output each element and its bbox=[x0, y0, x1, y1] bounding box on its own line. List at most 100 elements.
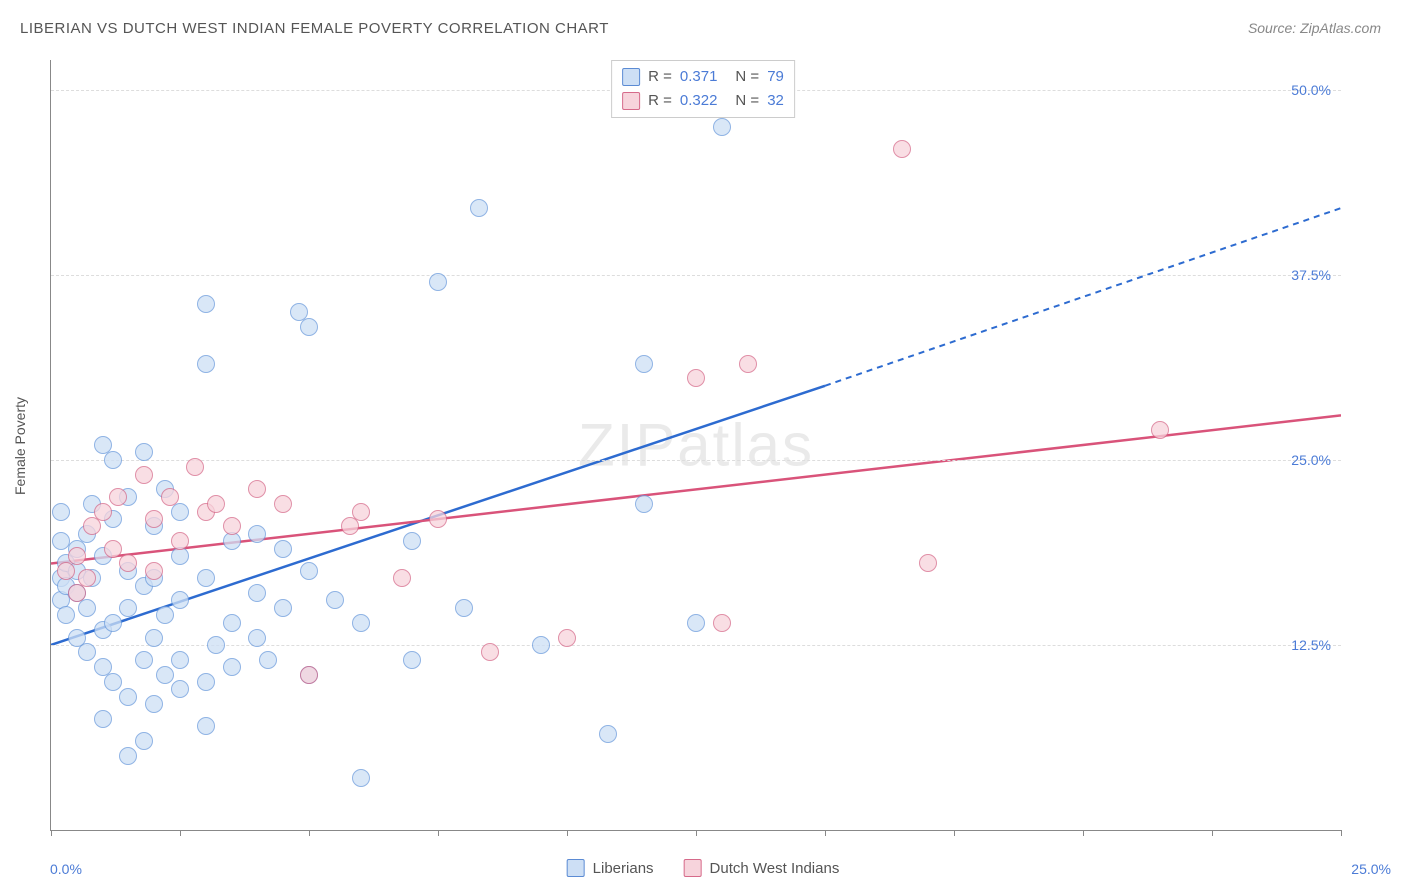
scatter-point bbox=[300, 666, 318, 684]
watermark: ZIPatlas bbox=[578, 411, 814, 480]
scatter-point bbox=[78, 599, 96, 617]
gridline bbox=[51, 460, 1341, 461]
stat-N-label-2: N = bbox=[735, 89, 759, 113]
ytick-label: 50.0% bbox=[1291, 82, 1331, 98]
scatter-point bbox=[429, 273, 447, 291]
scatter-point bbox=[135, 651, 153, 669]
scatter-point bbox=[558, 629, 576, 647]
scatter-point bbox=[635, 495, 653, 513]
scatter-point bbox=[119, 599, 137, 617]
scatter-point bbox=[248, 480, 266, 498]
scatter-point bbox=[274, 495, 292, 513]
scatter-point bbox=[119, 688, 137, 706]
scatter-point bbox=[78, 643, 96, 661]
xtick bbox=[438, 830, 439, 836]
stat-N-value-1: 79 bbox=[767, 65, 784, 89]
legend-label-2: Dutch West Indians bbox=[710, 860, 840, 877]
scatter-point bbox=[687, 614, 705, 632]
scatter-point bbox=[470, 199, 488, 217]
scatter-point bbox=[171, 532, 189, 550]
scatter-point bbox=[156, 666, 174, 684]
scatter-point bbox=[352, 769, 370, 787]
scatter-point bbox=[713, 118, 731, 136]
scatter-point bbox=[145, 510, 163, 528]
scatter-point bbox=[223, 614, 241, 632]
scatter-point bbox=[109, 488, 127, 506]
scatter-point bbox=[94, 710, 112, 728]
scatter-point bbox=[104, 540, 122, 558]
xtick bbox=[1341, 830, 1342, 836]
scatter-point bbox=[78, 569, 96, 587]
scatter-point bbox=[1151, 421, 1169, 439]
scatter-point bbox=[68, 547, 86, 565]
scatter-point bbox=[145, 695, 163, 713]
scatter-point bbox=[104, 673, 122, 691]
watermark-bold: ZIP bbox=[578, 412, 677, 479]
xtick bbox=[51, 830, 52, 836]
scatter-point bbox=[197, 569, 215, 587]
scatter-point bbox=[135, 732, 153, 750]
scatter-point bbox=[83, 517, 101, 535]
plot-area: ZIPatlas 12.5%25.0%37.5%50.0% bbox=[50, 60, 1341, 831]
scatter-point bbox=[532, 636, 550, 654]
stat-R-label: R = bbox=[648, 65, 672, 89]
swatch-blue-icon bbox=[567, 859, 585, 877]
scatter-point bbox=[171, 651, 189, 669]
ytick-label: 37.5% bbox=[1291, 267, 1331, 283]
scatter-point bbox=[403, 532, 421, 550]
xtick bbox=[567, 830, 568, 836]
scatter-point bbox=[207, 495, 225, 513]
scatter-point bbox=[135, 466, 153, 484]
scatter-point bbox=[104, 614, 122, 632]
scatter-point bbox=[300, 562, 318, 580]
legend-item-1: Liberians bbox=[567, 859, 654, 877]
scatter-point bbox=[326, 591, 344, 609]
scatter-point bbox=[635, 355, 653, 373]
scatter-point bbox=[197, 355, 215, 373]
scatter-point bbox=[274, 540, 292, 558]
xtick bbox=[1083, 830, 1084, 836]
scatter-point bbox=[248, 584, 266, 602]
scatter-point bbox=[300, 318, 318, 336]
scatter-point bbox=[599, 725, 617, 743]
stat-R-value-2: 0.322 bbox=[680, 89, 718, 113]
scatter-point bbox=[145, 562, 163, 580]
xtick bbox=[180, 830, 181, 836]
stats-row-series2: R = 0.322 N = 32 bbox=[622, 89, 784, 113]
scatter-point bbox=[197, 295, 215, 313]
scatter-point bbox=[893, 140, 911, 158]
swatch-blue-icon bbox=[622, 68, 640, 86]
scatter-point bbox=[156, 606, 174, 624]
scatter-point bbox=[171, 680, 189, 698]
scatter-point bbox=[57, 606, 75, 624]
scatter-point bbox=[119, 554, 137, 572]
scatter-point bbox=[68, 584, 86, 602]
legend-item-2: Dutch West Indians bbox=[684, 859, 840, 877]
scatter-point bbox=[161, 488, 179, 506]
scatter-point bbox=[135, 443, 153, 461]
scatter-point bbox=[186, 458, 204, 476]
scatter-point bbox=[341, 517, 359, 535]
scatter-point bbox=[223, 658, 241, 676]
scatter-point bbox=[481, 643, 499, 661]
trend-lines bbox=[51, 60, 1341, 830]
scatter-point bbox=[259, 651, 277, 669]
stat-N-value-2: 32 bbox=[767, 89, 784, 113]
xtick bbox=[825, 830, 826, 836]
watermark-thin: atlas bbox=[677, 412, 814, 479]
chart-title: LIBERIAN VS DUTCH WEST INDIAN FEMALE POV… bbox=[20, 20, 609, 37]
stats-legend-box: R = 0.371 N = 79 R = 0.322 N = 32 bbox=[611, 60, 795, 118]
scatter-point bbox=[713, 614, 731, 632]
stat-R-value-1: 0.371 bbox=[680, 65, 718, 89]
source-attribution: Source: ZipAtlas.com bbox=[1248, 20, 1381, 36]
scatter-point bbox=[455, 599, 473, 617]
scatter-point bbox=[171, 503, 189, 521]
scatter-point bbox=[119, 747, 137, 765]
y-axis-label: Female Poverty bbox=[12, 397, 28, 495]
scatter-point bbox=[919, 554, 937, 572]
scatter-point bbox=[352, 614, 370, 632]
x-origin-label: 0.0% bbox=[50, 861, 82, 877]
stats-row-series1: R = 0.371 N = 79 bbox=[622, 65, 784, 89]
scatter-point bbox=[274, 599, 292, 617]
xtick bbox=[696, 830, 697, 836]
